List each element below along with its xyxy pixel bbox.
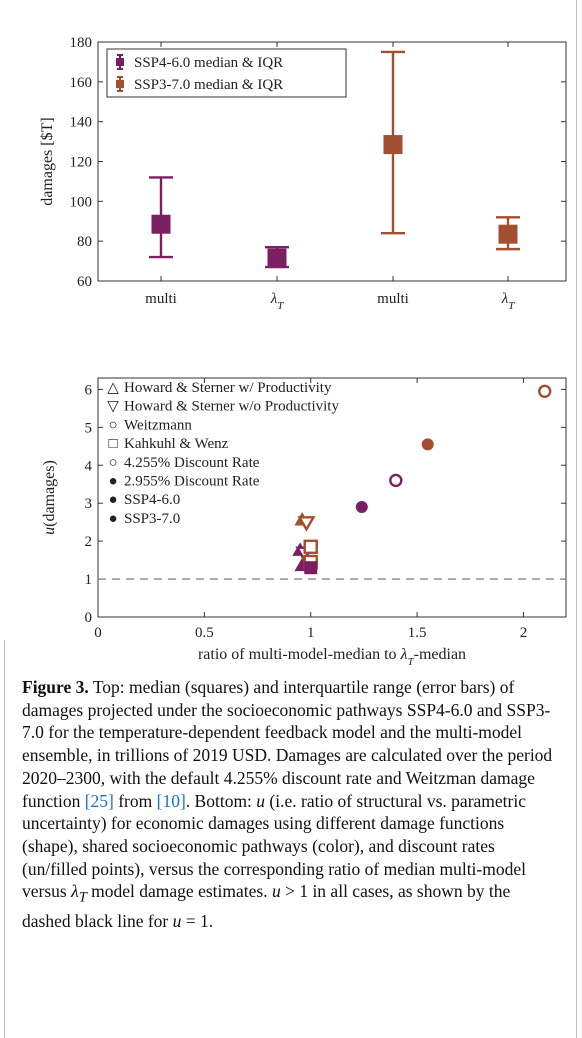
top-y-tick-label: 120 <box>70 155 93 171</box>
top-x-tick-label: multi <box>377 291 409 307</box>
page-border <box>576 0 577 1038</box>
bottom-legend: △ Howard & Sterner w/ Productivity ▽ Howard… <box>107 380 339 527</box>
bottom-plot-frame <box>97 377 567 618</box>
caption-symbol-lambda: λ <box>71 881 79 902</box>
top-legend-box <box>106 48 347 98</box>
reference-link-25[interactable]: [25] <box>84 790 114 811</box>
caption-text-4: (i.e. ratio of structural vs. parametric… <box>22 790 526 902</box>
median-square <box>383 135 403 155</box>
bottom-x-tick-label: 0.5 <box>195 625 214 641</box>
bottom-legend-label: SSP3-7.0 <box>124 511 180 527</box>
legend-symbol: ● <box>108 511 117 527</box>
caption-text-1: Top: median (squares) and interquartile … <box>22 677 553 811</box>
bottom-legend-label: 4.255% Discount Rate <box>124 455 260 471</box>
bottom-y-tick-label: 2 <box>85 534 93 550</box>
legend-symbol: ● <box>108 492 117 508</box>
top-y-tick-label: 60 <box>77 274 92 290</box>
data-point-square <box>303 539 318 555</box>
caption-text-5: model damage estimates. <box>86 881 272 902</box>
data-point-circle <box>389 473 403 488</box>
bottom-x-tick-label: 0 <box>94 625 102 641</box>
bottom-x-axis-label: ratio of multi-model-median to λT-median <box>198 646 466 668</box>
bottom-x-tick-label: 2 <box>520 625 528 641</box>
bottom-legend-label: Howard & Sterner w/o Productivity <box>124 399 339 415</box>
bottom-y-tick-label: 3 <box>85 496 93 512</box>
median-square <box>498 224 518 244</box>
top-legend-label: SSP4-6.0 median & IQR <box>134 55 283 71</box>
median-square <box>267 248 287 268</box>
data-point-circle <box>355 500 368 513</box>
top-y-tick-label: 160 <box>70 75 93 91</box>
caption-border <box>4 640 5 1038</box>
legend-symbol: ○ <box>108 417 117 433</box>
bottom-y-tick-label: 0 <box>85 610 93 626</box>
caption-text-6: > 1 in all cases, as shown by the dashed… <box>22 881 511 931</box>
caption-symbol-u: u <box>271 881 281 902</box>
top-x-tick-label: λT <box>501 291 516 312</box>
bottom-legend-label: SSP4-6.0 <box>124 492 180 508</box>
bottom-y-axis-label: u(damages) <box>41 460 58 535</box>
top-x-tick-label: λT <box>270 291 285 312</box>
caption-label: Figure 3. <box>22 677 89 697</box>
caption-symbol-u: u <box>256 790 266 811</box>
data-point-square <box>304 561 318 575</box>
legend-symbol: △ <box>107 380 119 396</box>
top-x-tick-label: multi <box>145 291 177 307</box>
legend-symbol: ▽ <box>107 399 119 415</box>
caption-symbol-lambda-sub: T <box>78 889 87 906</box>
caption-text-7: = 1. <box>181 910 214 931</box>
data-point-circle <box>421 438 434 451</box>
caption-text-2: from <box>113 790 157 811</box>
top-y-tick-label: 80 <box>77 234 92 250</box>
data-point-triangle-down <box>297 516 316 532</box>
reference-link-10[interactable]: [10] <box>156 790 186 811</box>
top-legend-label: SSP3-7.0 median & IQR <box>134 77 283 93</box>
bottom-x-tick-label: 1.5 <box>408 625 427 641</box>
median-square <box>151 214 171 234</box>
data-point-circle <box>538 384 552 398</box>
bottom-legend-label: Kahkuhl & Wenz <box>124 436 229 452</box>
bottom-legend-label: 2.955% Discount Rate <box>124 474 260 490</box>
legend-square-icon <box>116 80 124 88</box>
figure-caption: Figure 3. Top: median (squares) and inte… <box>22 676 562 932</box>
top-y-tick-label: 180 <box>70 35 93 51</box>
legend-symbol: ● <box>108 474 117 490</box>
bottom-legend-label: Howard & Sterner w/ Productivity <box>124 380 332 396</box>
bottom-y-tick-label: 1 <box>85 572 93 588</box>
top-y-tick-label: 100 <box>70 194 93 210</box>
legend-square-icon <box>116 58 124 66</box>
legend-symbol: □ <box>108 436 117 452</box>
bottom-x-tick-label: 1 <box>307 625 315 641</box>
bottom-y-tick-label: 4 <box>85 458 93 474</box>
bottom-legend-label: Weitzmann <box>124 417 192 433</box>
bottom-y-tick-label: 5 <box>85 420 93 436</box>
caption-symbol-u: u <box>172 910 182 931</box>
top-legend: SSP4-6.0 median & IQR SSP3-7.0 median & I… <box>106 48 347 98</box>
top-y-tick-label: 140 <box>70 115 93 131</box>
legend-symbol: ○ <box>108 455 117 471</box>
bottom-y-tick-label: 6 <box>85 382 93 398</box>
caption-text-3: . Bottom: <box>185 790 257 811</box>
top-y-axis-label: damages [$T] <box>39 117 56 205</box>
